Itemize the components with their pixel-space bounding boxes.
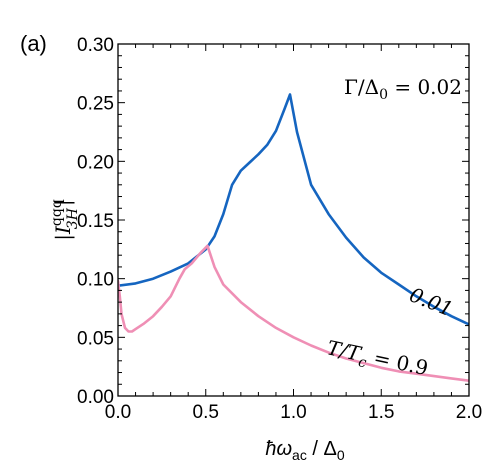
svg-text:T/Tc = 0.9: T/Tc = 0.9	[324, 335, 430, 384]
plot-area: 0.0 0.5 1.0 1.5 2.0 0.00 0.05 0.10 0.15 0.20 0.25 0…	[77, 35, 482, 423]
x-tick-label: 0.0	[105, 402, 131, 423]
y-tick-label: 0.05	[77, 328, 114, 349]
y-tick-label: 0.25	[77, 94, 114, 115]
x-axis-title: ħωac / Δ0	[265, 438, 345, 463]
series-label-blue: 0.01	[406, 282, 456, 321]
y-tick-label: 0.10	[77, 270, 114, 291]
gamma-annotation: Γ/Δ0 = 0.02	[344, 75, 462, 103]
y-tick-label: 0.30	[77, 35, 114, 56]
x-tick-label: 0.5	[193, 402, 219, 423]
svg-text:|Iqqq3H|: |Iqqq3H|	[49, 199, 81, 241]
x-tick-label: 1.0	[280, 402, 306, 423]
series-line-pink	[118, 244, 469, 383]
series-label-pink: T/Tc = 0.9	[324, 335, 430, 384]
svg-text:ħωac / Δ0: ħωac / Δ0	[265, 438, 345, 463]
x-tick-label: 1.5	[368, 402, 394, 423]
panel-label: (a)	[20, 31, 47, 56]
x-tick-label: 2.0	[456, 402, 482, 423]
y-tick-label: 0.20	[77, 152, 114, 173]
y-tick-label: 0.15	[77, 211, 114, 232]
y-tick-label: 0.00	[77, 387, 114, 408]
y-axis-title: |Iqqq3H|	[49, 199, 81, 241]
